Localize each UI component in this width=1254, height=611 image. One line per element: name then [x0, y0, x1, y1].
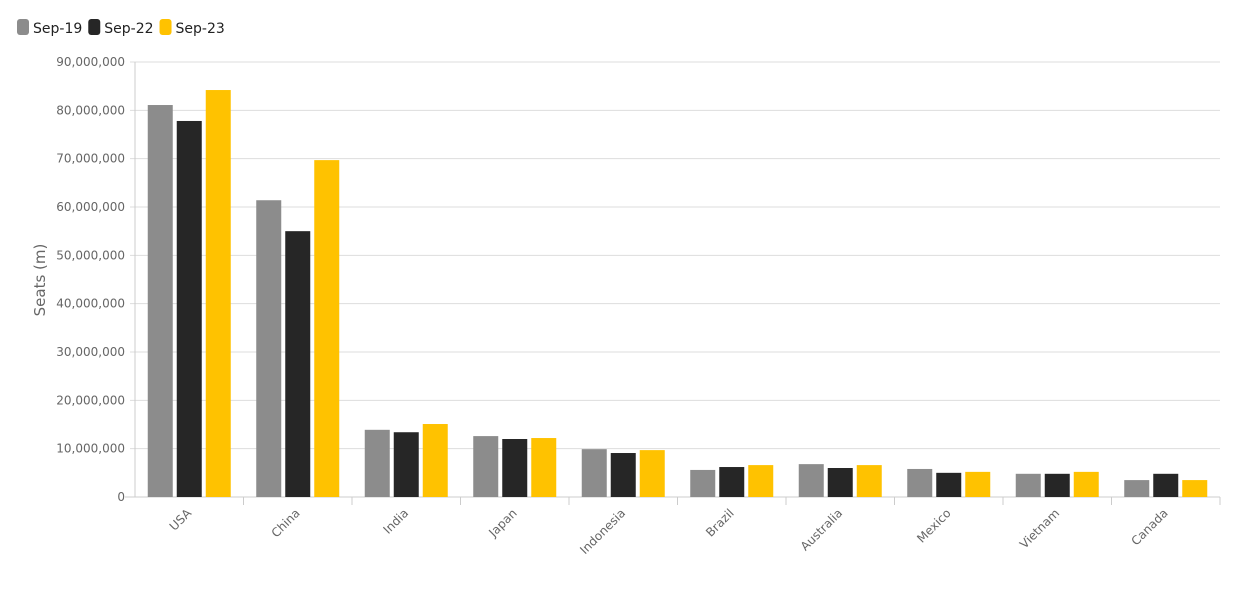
bar: [610, 453, 636, 497]
bar: [1124, 480, 1150, 497]
legend-swatch: [88, 19, 101, 35]
bar: [147, 105, 173, 498]
bar: [1044, 473, 1070, 497]
x-tick-label: Mexico: [914, 506, 954, 546]
y-tick-label: 0: [117, 490, 125, 504]
y-axis-title: Seats (m): [31, 244, 49, 317]
x-tick-label: Canada: [1129, 506, 1171, 548]
y-tick-label: 40,000,000: [56, 297, 125, 311]
bar: [798, 464, 824, 497]
y-tick-label: 20,000,000: [56, 393, 125, 407]
y-tick-label: 30,000,000: [56, 345, 125, 359]
bar: [422, 424, 448, 497]
bar: [473, 436, 499, 497]
bar: [827, 468, 853, 497]
bar: [256, 200, 282, 497]
bar: [502, 439, 528, 497]
legend: Sep-19 Sep-22 Sep-23: [17, 19, 225, 37]
legend-label: Sep-19: [33, 21, 82, 37]
bar: [285, 231, 311, 497]
x-tick-label: India: [380, 506, 411, 537]
x-tick-label: Australia: [798, 506, 845, 553]
x-tick-label: USA: [167, 505, 195, 533]
bar: [719, 467, 745, 497]
legend-swatch: [17, 19, 29, 35]
bar: [205, 90, 231, 498]
bar: [1153, 473, 1179, 497]
bar: [1182, 480, 1208, 497]
bar: [314, 160, 340, 497]
bar: [531, 438, 557, 497]
bar: [965, 471, 991, 497]
x-tick-label: Vietnam: [1017, 506, 1062, 551]
bar: [690, 469, 716, 497]
legend-label: Sep-23: [176, 21, 225, 37]
bar: [581, 449, 607, 497]
bar: [907, 468, 933, 497]
bar: [856, 465, 882, 497]
bar: [1073, 471, 1099, 497]
bar: [748, 465, 774, 497]
bar: [364, 429, 390, 497]
x-tick-label: Indonesia: [577, 506, 628, 557]
bar: [639, 450, 665, 497]
legend-swatch: [159, 19, 172, 35]
bar: [1015, 473, 1041, 497]
y-tick-label: 90,000,000: [56, 55, 125, 69]
legend-label: Sep-22: [104, 21, 153, 37]
bar: [936, 472, 962, 497]
x-tick-label: Japan: [485, 506, 519, 540]
bar: [393, 432, 419, 497]
y-tick-label: 10,000,000: [56, 442, 125, 456]
y-tick-label: 50,000,000: [56, 248, 125, 262]
x-tick-label: Brazil: [703, 506, 737, 540]
x-tick-label: China: [269, 506, 303, 540]
y-tick-label: 80,000,000: [56, 103, 125, 117]
y-tick-label: 60,000,000: [56, 200, 125, 214]
bar: [176, 120, 202, 497]
y-tick-label: 70,000,000: [56, 152, 125, 166]
